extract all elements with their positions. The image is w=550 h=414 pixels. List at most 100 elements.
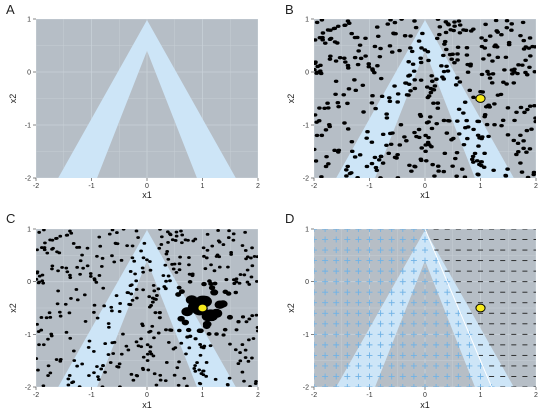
- data-point: [115, 242, 120, 246]
- data-point: [199, 372, 204, 376]
- data-point: [335, 150, 341, 154]
- data-point: [515, 71, 520, 76]
- data-point: [108, 361, 113, 364]
- data-point: [374, 25, 380, 29]
- data-point: [187, 346, 192, 350]
- data-point: [58, 234, 63, 238]
- data-point: [524, 150, 529, 154]
- data-point: [197, 381, 202, 385]
- data-point: [524, 128, 530, 133]
- plus-marker: [344, 268, 351, 275]
- data-point: [358, 56, 364, 61]
- data-point: [101, 364, 105, 367]
- data-point: [159, 235, 164, 239]
- plus-marker: [355, 362, 362, 369]
- data-point: [503, 173, 508, 178]
- data-point: [77, 245, 82, 249]
- data-point: [164, 252, 169, 256]
- data-point: [217, 240, 222, 244]
- data-point: [158, 373, 163, 377]
- plus-marker: [333, 236, 340, 243]
- plus-marker: [355, 320, 362, 327]
- data-point: [124, 344, 129, 348]
- data-point: [206, 332, 212, 336]
- data-point: [116, 365, 121, 369]
- data-point: [372, 70, 377, 75]
- x-tick-label: -1: [366, 183, 372, 190]
- data-point: [349, 31, 354, 36]
- plus-marker: [366, 247, 373, 254]
- data-point: [428, 90, 434, 95]
- plus-marker: [333, 229, 340, 232]
- data-point: [225, 383, 230, 386]
- data-point: [395, 92, 401, 96]
- data-point: [177, 262, 182, 266]
- data-point: [243, 348, 248, 352]
- data-point: [173, 346, 178, 350]
- data-point: [217, 265, 222, 269]
- plus-marker: [333, 341, 340, 348]
- plus-marker: [314, 236, 317, 243]
- data-point: [447, 52, 453, 57]
- panel-letter: D: [285, 211, 294, 226]
- data-point: [378, 176, 383, 178]
- plus-marker: [333, 373, 340, 380]
- data-point: [197, 368, 202, 372]
- data-point: [527, 147, 533, 151]
- data-point: [429, 74, 435, 78]
- plus-marker: [399, 320, 406, 327]
- data-point: [42, 229, 46, 232]
- data-point: [204, 256, 209, 260]
- data-point: [369, 140, 375, 144]
- y-tick-label: -2: [303, 176, 309, 183]
- data-point: [387, 44, 393, 48]
- data-point: [521, 38, 527, 43]
- x-tick-label: -2: [33, 392, 39, 399]
- data-point: [36, 271, 39, 275]
- data-point: [109, 305, 114, 309]
- plus-marker: [333, 310, 340, 317]
- data-point: [424, 85, 430, 89]
- data-point: [384, 143, 389, 148]
- data-point: [221, 333, 226, 337]
- data-point: [345, 66, 351, 70]
- plus-marker: [314, 299, 317, 306]
- data-point: [408, 34, 413, 38]
- plus-marker: [377, 352, 384, 359]
- plus-marker: [466, 373, 473, 380]
- data-point: [150, 300, 155, 304]
- data-point: [410, 62, 416, 66]
- plus-marker: [410, 257, 417, 264]
- data-point: [72, 349, 76, 353]
- data-point: [65, 270, 70, 274]
- data-point: [243, 249, 248, 252]
- data-point: [445, 69, 451, 73]
- data-point: [67, 374, 72, 377]
- plus-marker: [410, 373, 417, 380]
- data-point: [245, 268, 250, 272]
- data-point: [346, 87, 352, 91]
- plus-marker: [344, 299, 351, 306]
- data-point: [470, 154, 476, 159]
- data-point: [92, 278, 97, 282]
- data-point: [516, 150, 521, 154]
- y-axis-title: x2: [286, 94, 296, 104]
- plus-marker: [355, 278, 362, 285]
- data-point: [187, 256, 191, 260]
- plus-marker: [333, 289, 340, 296]
- y-tick-label: -2: [25, 176, 31, 183]
- plus-marker: [466, 384, 473, 387]
- plus-marker: [366, 289, 373, 296]
- data-point: [202, 254, 206, 258]
- data-point: [177, 315, 185, 322]
- plus-marker: [366, 299, 373, 306]
- plus-marker: [399, 229, 406, 232]
- data-point: [326, 106, 331, 110]
- data-point: [46, 364, 51, 368]
- data-point: [355, 176, 360, 178]
- data-point: [442, 39, 448, 44]
- data-point: [163, 287, 168, 291]
- y-tick-label: -2: [303, 385, 309, 392]
- data-point: [54, 358, 59, 361]
- data-point: [208, 285, 216, 291]
